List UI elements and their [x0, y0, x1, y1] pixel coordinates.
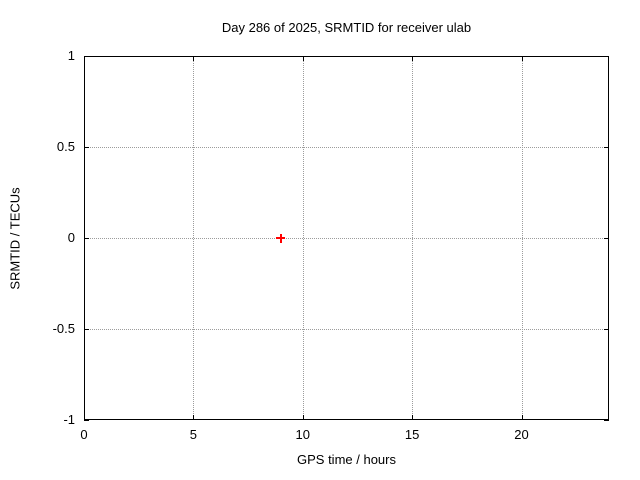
- x-tick-top: [84, 56, 85, 61]
- y-tick-right: [604, 238, 609, 239]
- y-tick-left: [84, 56, 89, 57]
- y-tick-label: -1: [63, 412, 75, 427]
- x-tick-top: [521, 56, 523, 61]
- y-tick-right: [604, 329, 609, 330]
- x-tick-label: 15: [404, 427, 420, 442]
- y-axis-label: SRMTID / TECUs: [7, 186, 23, 290]
- x-tick-bottom: [521, 415, 523, 420]
- x-tick-label: 0: [80, 427, 88, 442]
- y-tick-left: [84, 238, 89, 239]
- chart-title: Day 286 of 2025, SRMTID for receiver ula…: [221, 20, 472, 35]
- x-tick-top: [412, 56, 414, 61]
- y-tick-label: 0: [67, 230, 75, 245]
- y-axis-label-container: SRMTID / TECUs: [2, 56, 28, 420]
- y-tick-right: [604, 420, 609, 421]
- x-tick-label: 10: [295, 427, 310, 442]
- gridline-horizontal: [84, 147, 609, 148]
- x-tick-label: 5: [189, 427, 197, 442]
- x-tick-bottom: [302, 415, 304, 420]
- y-tick-right: [604, 56, 609, 57]
- x-tick-top: [193, 56, 195, 61]
- plot-area: 0 5 10 15 20 -1 -0.5 0 0.5 1: [53, 48, 609, 442]
- x-tick-label: 20: [514, 427, 529, 442]
- x-tick-bottom: [412, 415, 414, 420]
- y-tick-right: [604, 147, 609, 148]
- x-tick-bottom: [193, 415, 195, 420]
- y-tick-left: [84, 147, 89, 148]
- x-tick-top: [302, 56, 304, 61]
- y-tick-label: -0.5: [52, 321, 75, 336]
- x-axis-label: GPS time / hours: [297, 452, 396, 467]
- gridline-horizontal: [84, 238, 609, 239]
- y-tick-left: [84, 329, 89, 330]
- y-tick-label: 1: [67, 48, 75, 63]
- y-tick-label: 0.5: [56, 139, 75, 154]
- gridline-horizontal: [84, 329, 609, 330]
- y-tick-left: [84, 420, 89, 421]
- data-point-marker: [279, 233, 282, 243]
- x-tick-bottom: [84, 415, 85, 420]
